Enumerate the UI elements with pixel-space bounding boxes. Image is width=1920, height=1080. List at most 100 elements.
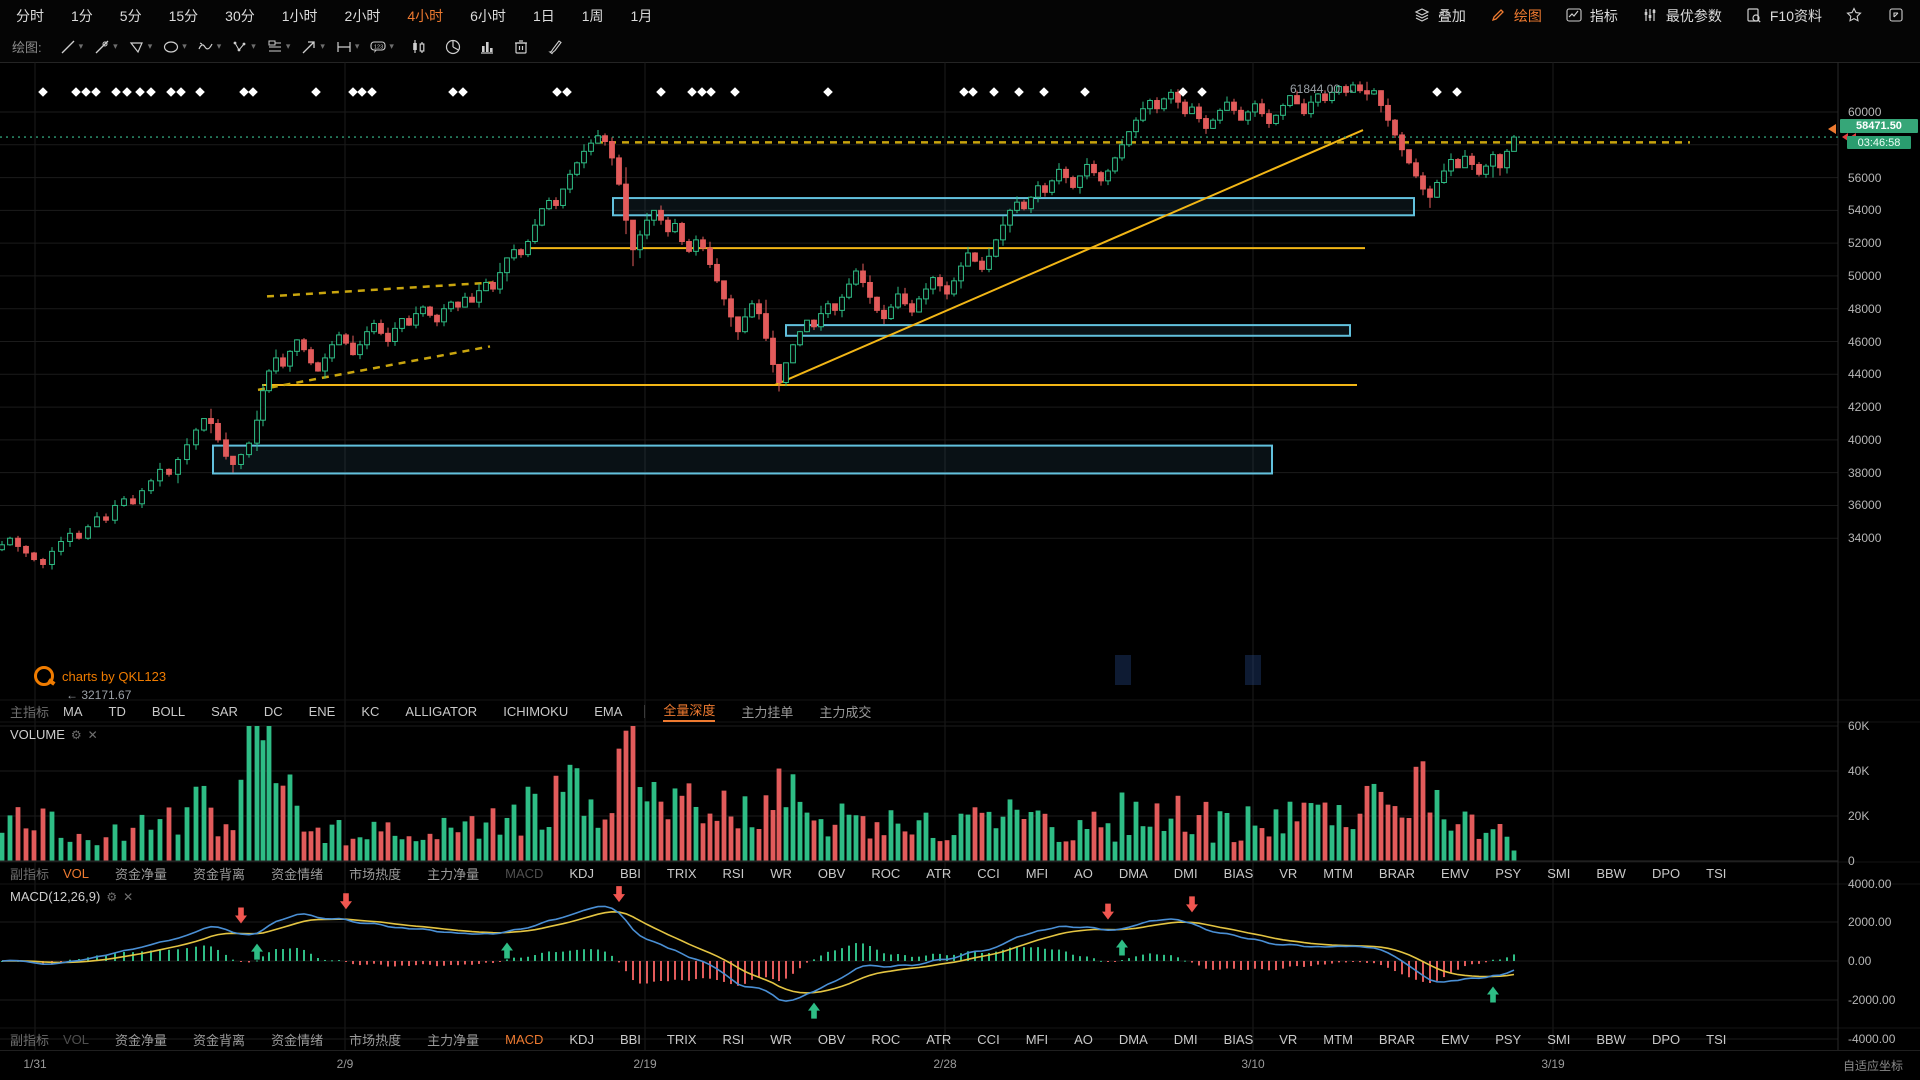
chevron-down-icon[interactable]: ▾: [147, 41, 153, 51]
tab-CCI[interactable]: CCI: [977, 1031, 1000, 1047]
timeframe-1月[interactable]: 1月: [630, 7, 653, 24]
tab-WR[interactable]: WR: [770, 865, 792, 881]
tab-ATR[interactable]: ATR: [926, 1031, 952, 1047]
adaptive-scale-label[interactable]: 自适应坐标: [1843, 1059, 1904, 1073]
tab-DPO[interactable]: DPO: [1651, 865, 1681, 881]
tab-MFI[interactable]: MFI: [1025, 1031, 1049, 1047]
draw-tool-brush[interactable]: [541, 36, 569, 58]
chevron-down-icon[interactable]: ▾: [251, 41, 256, 51]
tab-资金背离[interactable]: 资金背离: [193, 1032, 246, 1048]
tab-PSY[interactable]: PSY: [1495, 865, 1522, 881]
tab-资金情绪[interactable]: 资金情绪: [271, 866, 324, 882]
tab-ene[interactable]: ENE: [308, 703, 336, 719]
tab-ma[interactable]: MA: [63, 703, 83, 719]
tab-资金净量[interactable]: 资金净量: [115, 866, 168, 882]
tab-MACD[interactable]: MACD: [505, 1031, 544, 1047]
chevron-down-icon[interactable]: ▾: [354, 41, 360, 51]
draw-tool-fibonacci[interactable]: ▾: [226, 36, 261, 58]
tab-kc[interactable]: KC: [361, 703, 380, 719]
tab-VR[interactable]: VR: [1279, 865, 1298, 881]
timeframe-1日[interactable]: 1日: [532, 7, 555, 24]
volume-settings-gear-icon[interactable]: ⚙: [70, 727, 82, 742]
draw-tool-histogram-stat[interactable]: [473, 36, 501, 58]
tab-市场热度[interactable]: 市场热度: [349, 1032, 402, 1048]
tab-BBW[interactable]: BBW: [1596, 1031, 1626, 1047]
draw-button[interactable]: 绘图: [1490, 6, 1542, 26]
draw-tool-trend-line[interactable]: ▾: [54, 36, 89, 58]
timeframe-1分[interactable]: 1分: [71, 7, 93, 24]
tab-BBI[interactable]: BBI: [619, 1031, 641, 1047]
timeframe-5分[interactable]: 5分: [119, 7, 142, 24]
timeframe-1小时[interactable]: 1小时: [281, 7, 318, 24]
tab-TRIX[interactable]: TRIX: [666, 865, 697, 881]
tab-td[interactable]: TD: [108, 703, 126, 719]
overlay-button[interactable]: 叠加: [1414, 6, 1466, 26]
timeframe-30分[interactable]: 30分: [225, 7, 255, 24]
timeframe-分时[interactable]: 分时: [16, 7, 44, 24]
tab-AO[interactable]: AO: [1074, 865, 1093, 881]
timeframe-2小时[interactable]: 2小时: [344, 7, 381, 24]
tab-TSI[interactable]: TSI: [1706, 1031, 1727, 1047]
tab-VR[interactable]: VR: [1279, 1031, 1298, 1047]
draw-tool-range-measure[interactable]: ▾: [330, 36, 365, 58]
tab-SMI[interactable]: SMI: [1547, 1031, 1571, 1047]
chevron-down-icon[interactable]: ▾: [216, 41, 222, 51]
tab-dc[interactable]: DC: [263, 703, 283, 719]
tab-全量深度[interactable]: 全量深度: [663, 700, 716, 722]
chevron-down-icon[interactable]: ▾: [182, 41, 187, 51]
volume-close-icon[interactable]: ✕: [87, 727, 98, 742]
tab-BBI[interactable]: BBI: [619, 865, 641, 881]
tab-MACD[interactable]: MACD: [505, 865, 544, 881]
tab-AO[interactable]: AO: [1074, 1031, 1093, 1047]
tab-主力净量[interactable]: 主力净量: [427, 866, 480, 882]
tab-sar[interactable]: SAR: [211, 703, 238, 719]
draw-tool-arrow[interactable]: ▾: [295, 36, 330, 58]
draw-tool-delete[interactable]: [507, 36, 535, 58]
chevron-down-icon[interactable]: ▾: [113, 41, 118, 51]
tab-BIAS[interactable]: BIAS: [1223, 1031, 1254, 1047]
tab-主力净量[interactable]: 主力净量: [427, 1032, 480, 1048]
tab-ATR[interactable]: ATR: [926, 865, 952, 881]
tab-OBV[interactable]: OBV: [817, 1031, 846, 1047]
draw-tool-gann[interactable]: ▾: [261, 36, 296, 58]
favorite-button[interactable]: [1846, 6, 1864, 25]
tab-DMI[interactable]: DMI: [1173, 865, 1198, 881]
tab-OBV[interactable]: OBV: [817, 865, 846, 881]
tab-EMV[interactable]: EMV: [1441, 865, 1470, 881]
tab-EMV[interactable]: EMV: [1441, 1031, 1470, 1047]
tab-ichimoku[interactable]: ICHIMOKU: [503, 703, 569, 719]
tab-DPO[interactable]: DPO: [1651, 1031, 1681, 1047]
macd-settings-gear-icon[interactable]: ⚙: [106, 889, 118, 904]
tab-WR[interactable]: WR: [770, 1031, 792, 1047]
tab-RSI[interactable]: RSI: [722, 1031, 745, 1047]
tab-PSY[interactable]: PSY: [1495, 1031, 1522, 1047]
macd-close-icon[interactable]: ✕: [123, 889, 134, 904]
timeframe-15分[interactable]: 15分: [168, 7, 199, 24]
tab-DMA[interactable]: DMA: [1118, 865, 1148, 881]
tab-MTM[interactable]: MTM: [1323, 865, 1353, 881]
tab-RSI[interactable]: RSI: [722, 865, 745, 881]
tab-资金背离[interactable]: 资金背离: [193, 866, 246, 882]
tab-VOL[interactable]: VOL: [63, 1031, 90, 1047]
draw-tool-polygon[interactable]: ▾: [123, 36, 158, 58]
timeframe-1周[interactable]: 1周: [581, 7, 604, 24]
chevron-down-icon[interactable]: ▾: [285, 41, 291, 51]
tab-ROC[interactable]: ROC: [871, 1031, 901, 1047]
draw-tool-wave[interactable]: ▾: [192, 36, 227, 58]
tab-资金情绪[interactable]: 资金情绪: [271, 1032, 324, 1048]
tab-ROC[interactable]: ROC: [871, 865, 901, 881]
fullscreen-button[interactable]: [1888, 7, 1906, 25]
draw-tool-candle-pattern[interactable]: [405, 36, 433, 58]
tab-alligator[interactable]: ALLIGATOR: [405, 703, 478, 719]
tab-市场热度[interactable]: 市场热度: [349, 866, 402, 882]
tab-MTM[interactable]: MTM: [1323, 1031, 1353, 1047]
tab-MFI[interactable]: MFI: [1025, 865, 1049, 881]
tab-BRAR[interactable]: BRAR: [1378, 1031, 1416, 1047]
tab-CCI[interactable]: CCI: [977, 865, 1000, 881]
draw-tool-pie-stat[interactable]: [439, 36, 467, 58]
draw-tool-ellipse[interactable]: ▾: [157, 36, 192, 58]
tab-boll[interactable]: BOLL: [151, 703, 186, 719]
tab-SMI[interactable]: SMI: [1547, 865, 1571, 881]
f10-info-button[interactable]: F10资料: [1746, 6, 1822, 26]
